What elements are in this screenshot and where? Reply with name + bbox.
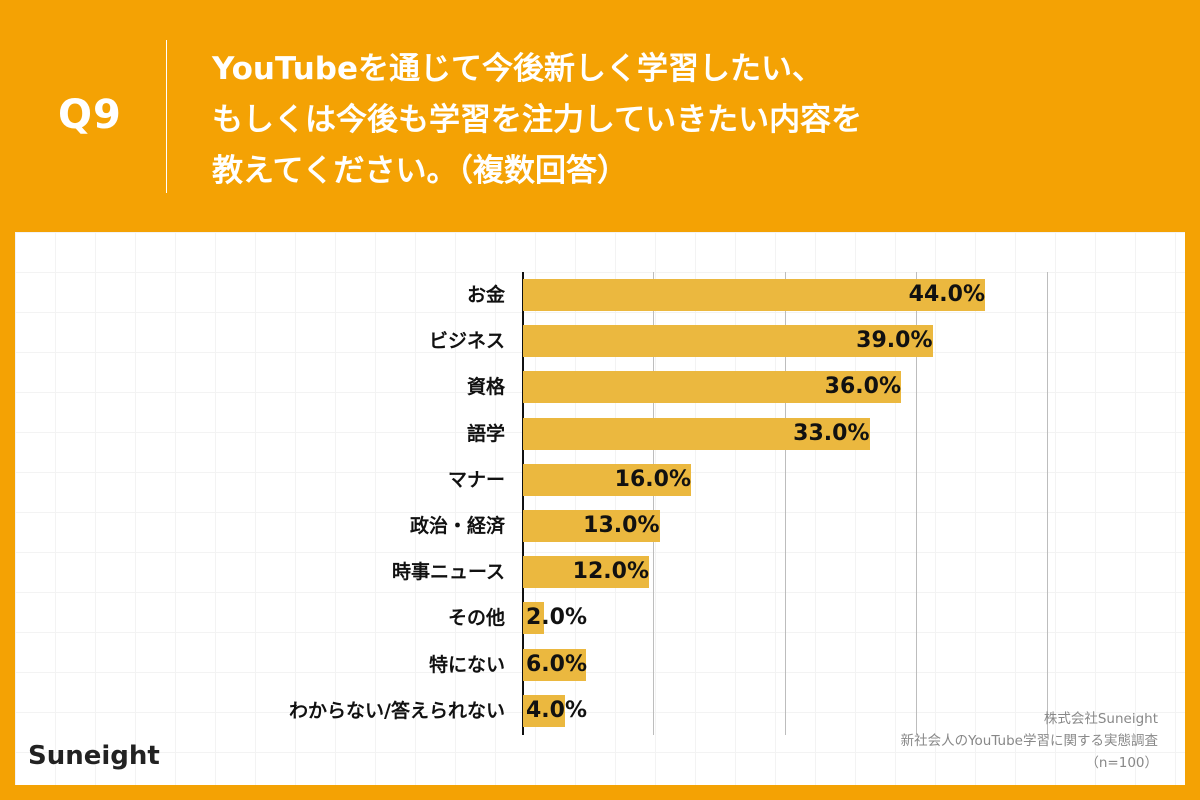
source-survey-name: 新社会人のYouTube学習に関する実態調査: [900, 733, 1158, 749]
bar-row: 33.0%: [522, 418, 1047, 450]
value-label: 12.0%: [572, 559, 649, 584]
question-number: Q9: [58, 92, 122, 138]
bar-row: 16.0%: [522, 464, 1047, 496]
value-label: 44.0%: [908, 282, 985, 307]
chart-panel: [15, 232, 1185, 785]
bar-row: 13.0%: [522, 510, 1047, 542]
bar: [523, 510, 660, 542]
bar: [523, 695, 565, 727]
category-label: 特にない: [428, 654, 505, 676]
gridline: [916, 272, 917, 735]
value-label: 4.0%: [526, 698, 588, 723]
bar: [523, 279, 985, 311]
category-label: 政治・経済: [409, 515, 505, 537]
value-label: 33.0%: [793, 421, 870, 446]
value-label: 6.0%: [526, 652, 588, 677]
gridline: [653, 272, 654, 735]
gridline: [785, 272, 786, 735]
value-label: 36.0%: [824, 374, 901, 399]
bar: [523, 649, 586, 681]
bar-row: 12.0%: [522, 556, 1047, 588]
category-label: 語学: [466, 423, 505, 445]
category-label: マナー: [447, 469, 505, 491]
question-title-line-1: YouTubeを通じて今後新しく学習したい、: [212, 51, 823, 87]
source-company: 株式会社Suneight: [1043, 711, 1158, 727]
category-label: 資格: [466, 376, 505, 398]
source-note: 株式会社Suneight 新社会人のYouTube学習に関する実態調査 （n=1…: [901, 708, 1158, 774]
category-label: 時事ニュース: [391, 561, 505, 583]
source-sample-size: （n=100）: [1085, 755, 1158, 771]
category-label: ビジネス: [428, 330, 505, 352]
bar: [523, 371, 901, 403]
category-label: その他: [447, 607, 505, 629]
value-label: 13.0%: [583, 513, 660, 538]
bar: [523, 418, 870, 450]
bar-row: 4.0%: [522, 695, 1047, 727]
header-divider: [166, 40, 167, 193]
bar: [523, 602, 544, 634]
value-label: 16.0%: [614, 467, 691, 492]
bar-row: 36.0%: [522, 371, 1047, 403]
bar-row: 39.0%: [522, 325, 1047, 357]
category-label: わからない/答えられない: [289, 700, 505, 722]
question-title: YouTubeを通じて今後新しく学習したい、 もしくは今後も学習を注力していきた…: [212, 44, 1112, 197]
category-labels: お金ビジネス資格語学マナー政治・経済時事ニュースその他特にないわからない/答えら…: [100, 272, 505, 735]
question-title-line-3: 教えてください。（複数回答）: [212, 153, 629, 189]
gridline: [1047, 272, 1048, 735]
bar-row: 44.0%: [522, 279, 1047, 311]
question-title-line-2: もしくは今後も学習を注力していきたい内容を: [212, 102, 863, 138]
suneight-logo: Suneight: [28, 741, 160, 771]
category-label: お金: [466, 284, 505, 306]
bar-row: 2.0%: [522, 602, 1047, 634]
value-label: 39.0%: [856, 328, 933, 353]
y-axis-line: [522, 272, 524, 735]
bar: [523, 464, 691, 496]
bar-row: 6.0%: [522, 649, 1047, 681]
value-label: 2.0%: [526, 605, 588, 630]
bar: [523, 325, 933, 357]
bar: [523, 556, 649, 588]
bar-chart-plot: 44.0% 39.0% 36.0% 33.0% 16.0% 13.0% 12.0% 2.0% 6…: [522, 272, 1048, 735]
